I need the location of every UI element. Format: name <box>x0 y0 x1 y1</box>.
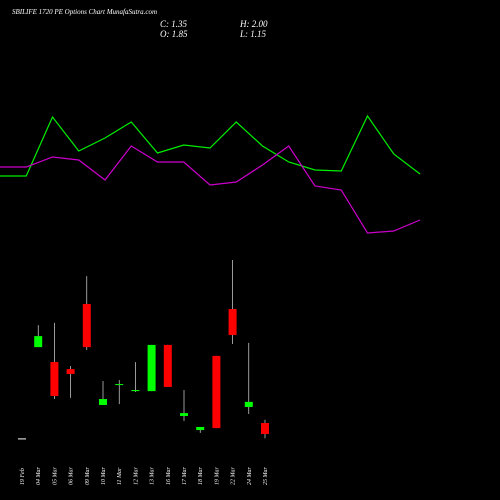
x-tick-label: 25 Mar <box>263 467 269 485</box>
x-tick-label: 11 Mar <box>117 467 123 485</box>
candle-body <box>18 438 26 440</box>
x-tick-label: 19 Mar <box>214 467 220 485</box>
candle-body <box>196 426 205 431</box>
candle-body <box>212 355 221 429</box>
line-series <box>0 145 421 234</box>
chart-title: SBILIFE 1720 PE Options Chart MunafaSutr… <box>12 8 157 16</box>
x-tick-label: 05 Mar <box>52 467 58 485</box>
x-tick-label: 04 Mar <box>35 467 42 485</box>
open-label: O: 1.85 <box>160 29 188 39</box>
x-tick-label: 24 Mar <box>246 467 253 485</box>
x-tick-label: 06 Mar <box>69 467 75 485</box>
x-tick-label: 10 Mar <box>101 467 107 485</box>
candle-body <box>131 390 140 392</box>
x-tick-label: 16 Mar <box>166 467 172 485</box>
candle-body <box>261 423 269 435</box>
candle-body <box>99 399 107 405</box>
x-tick-label: 22 Mar <box>231 467 237 485</box>
x-tick-label: 17 Mar <box>182 467 188 485</box>
candle-body <box>228 309 237 336</box>
candle-body <box>163 344 172 387</box>
high-label: H: 2.00 <box>239 19 268 29</box>
x-tick-label: 09 Mar <box>85 467 91 485</box>
candle-body <box>82 304 91 348</box>
low-label: L: 1.15 <box>239 29 267 39</box>
candle-body <box>147 344 156 392</box>
x-tick-label: 13 Mar <box>150 467 156 485</box>
candle-body <box>244 401 253 407</box>
close-label: C: 1.35 <box>160 19 188 29</box>
x-tick-label: 19 Feb <box>20 468 26 485</box>
x-tick-label: 12 Mar <box>133 467 139 485</box>
candle-body <box>34 336 43 348</box>
line-series <box>0 114 421 177</box>
candle-body <box>115 384 124 386</box>
candle-body <box>66 369 75 374</box>
candle-body <box>180 413 188 416</box>
x-tick-label: 18 Mar <box>198 467 204 485</box>
candle-body <box>50 362 59 396</box>
